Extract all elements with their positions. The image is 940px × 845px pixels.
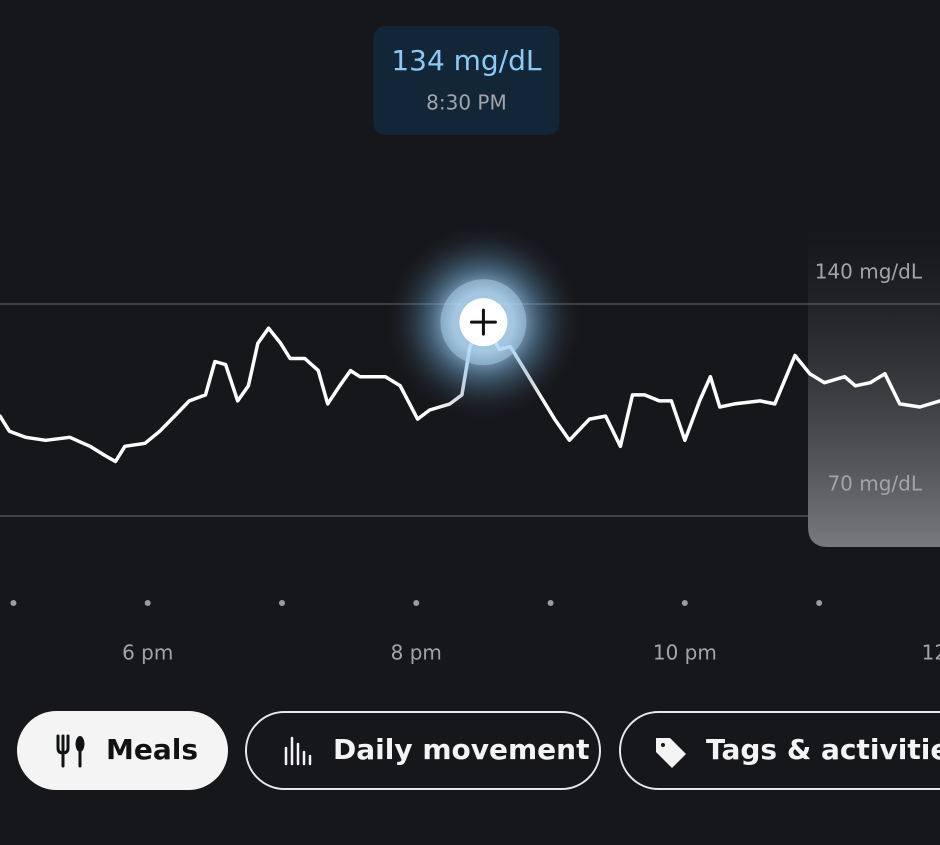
x-tick-dot	[144, 600, 151, 606]
button-label[interactable]: Daily movement	[333, 733, 589, 766]
bars-icon	[284, 736, 312, 766]
button-bg[interactable]	[17, 711, 228, 790]
fork-spoon-icon	[56, 734, 85, 768]
tooltip-box	[373, 26, 560, 135]
button-label[interactable]: Meals	[106, 733, 198, 766]
tooltip-time: 8:30 PM	[426, 91, 507, 115]
tooltip-value: 134 mg/dL	[391, 44, 542, 77]
x-tick-label: 12 am	[922, 641, 940, 665]
tag-icon	[656, 738, 686, 768]
filter-daily-movement[interactable]: Daily movement	[245, 711, 601, 790]
y-tick-label: 70 mg/dL	[827, 472, 922, 496]
x-tick-dot	[10, 600, 17, 606]
button-bg[interactable]	[619, 711, 940, 790]
x-tick-label: 10 pm	[653, 641, 717, 665]
x-tick-dot	[816, 600, 823, 606]
current-range-shade	[808, 230, 940, 547]
tooltip: 134 mg/dL 8:30 PM	[373, 26, 560, 135]
filter-tags-activities[interactable]: Tags & activities	[619, 711, 940, 790]
x-tick-label: 6 pm	[122, 641, 173, 665]
x-tick-dot	[547, 600, 554, 606]
y-tick-label: 140 mg/dL	[815, 260, 923, 284]
plot: 70 mg/dL 140 mg/dL 6 pm 8 pm 10 pm 12 am	[0, 222, 940, 665]
x-tick-dot	[681, 600, 688, 606]
plus-icon	[469, 308, 497, 336]
button-label[interactable]: Tags & activities	[706, 733, 940, 766]
x-tick-label: 8 pm	[391, 641, 442, 665]
button-bg[interactable]	[245, 711, 601, 790]
x-tick-dot	[279, 600, 285, 606]
filter-meals[interactable]: Meals	[17, 711, 228, 790]
x-tick-dot	[413, 600, 420, 606]
